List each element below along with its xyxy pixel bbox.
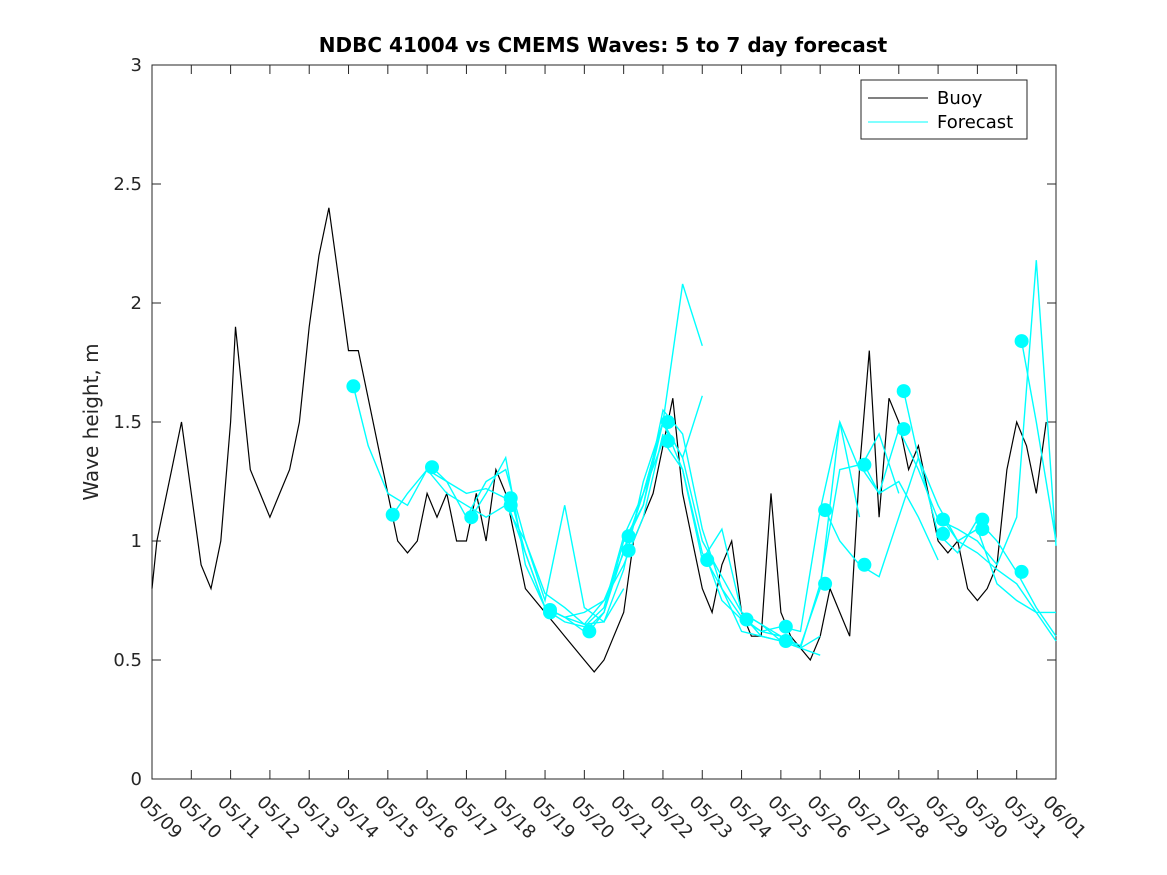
forecast-marker (425, 460, 439, 475)
x-tick-label: 05/14 (331, 792, 383, 844)
forecast-marker (582, 624, 597, 639)
x-tick-label: 05/30 (960, 792, 1012, 844)
x-tick-label: 05/22 (645, 792, 697, 844)
forecast-marker (621, 543, 636, 558)
forecast-marker (896, 384, 911, 399)
x-tick-label: 05/23 (685, 792, 737, 844)
x-tick-label: 06/01 (1038, 792, 1090, 844)
y-tick-label: 2.5 (113, 174, 142, 195)
x-tick-label: 05/20 (567, 792, 619, 844)
y-axis: 0 0.5 1 1.5 2 2.5 3 (113, 55, 1056, 790)
forecast-marker (739, 612, 754, 627)
x-tick-label: 05/29 (921, 792, 973, 844)
forecast-marker (778, 619, 793, 634)
forecast-marker (385, 507, 400, 522)
x-tick-label: 05/10 (174, 792, 226, 844)
x-tick-label: 05/11 (213, 792, 265, 844)
x-tick-label: 05/27 (842, 792, 894, 844)
forecast-marker (975, 522, 990, 537)
x-tick-label: 05/18 (488, 792, 540, 844)
forecast-marker (857, 557, 872, 572)
forecast-marker (346, 379, 361, 394)
x-tick-label: 05/19 (528, 792, 580, 844)
x-tick-label: 05/12 (252, 792, 304, 844)
forecast-marker (660, 415, 675, 429)
x-tick-label: 05/15 (370, 792, 422, 844)
chart-title: NDBC 41004 vs CMEMS Waves: 5 to 7 day fo… (319, 33, 888, 57)
forecast-marker (818, 576, 833, 591)
forecast-marker (818, 503, 833, 518)
forecast-marker (778, 634, 793, 648)
legend: Buoy Forecast (860, 79, 1028, 140)
forecast-marker (936, 512, 950, 527)
forecast-line-0 (352, 386, 625, 626)
forecast-line-11 (863, 260, 1057, 567)
legend-label-buoy: Buoy (937, 88, 983, 109)
forecast-line-13 (942, 519, 1056, 614)
x-tick-label: 05/17 (449, 792, 501, 844)
x-tick-label: 05/25 (763, 792, 815, 844)
y-tick-label: 1 (131, 531, 142, 552)
forecast-marker (1014, 334, 1029, 349)
x-tick-label: 05/31 (999, 792, 1051, 844)
forecast-line-5 (549, 420, 821, 649)
y-tick-label: 1.5 (113, 412, 142, 433)
y-tick-label: 0.5 (113, 650, 142, 671)
x-tick-label: 05/13 (292, 792, 344, 844)
forecast-line-14 (1020, 340, 1057, 542)
forecast-marker (1014, 564, 1029, 579)
forecast-marker (503, 498, 518, 513)
forecast-marker (621, 529, 636, 544)
x-tick-label: 05/16 (410, 792, 462, 844)
x-tick-label: 05/24 (724, 792, 776, 844)
y-tick-label: 3 (131, 55, 142, 76)
forecast-marker (660, 434, 675, 448)
forecast-markers (346, 334, 1029, 648)
plot-area (151, 64, 1057, 780)
legend-box (860, 79, 1028, 140)
y-tick-label: 0 (131, 769, 142, 790)
buoy-line (151, 207, 1047, 673)
y-axis-label: Wave height, m (79, 343, 103, 500)
forecast-marker (543, 605, 557, 620)
x-tick-label: 05/28 (881, 792, 933, 844)
forecast-line-9 (745, 464, 939, 650)
forecast-marker (700, 553, 715, 567)
x-tick-label: 05/26 (803, 792, 855, 844)
forecast-marker (857, 457, 872, 472)
forecast-line-8 (706, 419, 900, 633)
forecast-marker (896, 422, 911, 437)
legend-label-forecast: Forecast (937, 112, 1013, 133)
y-tick-label: 2 (131, 293, 142, 314)
forecast-marker (464, 510, 479, 525)
x-tick-label: 05/09 (134, 792, 186, 844)
forecast-marker (936, 526, 950, 541)
x-tick-label: 05/21 (606, 792, 658, 844)
